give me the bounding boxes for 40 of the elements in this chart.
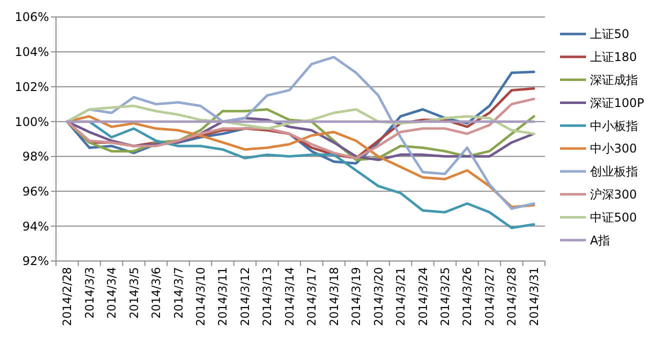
y-tick-label: 94% — [22, 219, 49, 234]
x-tick-label: 2014/3/25 — [438, 267, 452, 326]
x-tick-label: 2014/3/21 — [394, 267, 408, 326]
x-tick-label: 2014/3/11 — [216, 267, 230, 326]
y-tick-label: 106% — [14, 10, 49, 24]
legend-label: A指 — [590, 233, 610, 248]
x-tick-label: 2014/3/6 — [149, 267, 164, 319]
legend-label: 中证500 — [590, 210, 637, 224]
x-tick-label: 2014/3/26 — [460, 267, 474, 326]
y-tick-label: 98% — [22, 150, 49, 164]
x-tick-label: 2014/3/27 — [482, 267, 496, 326]
x-tick-label: 2014/2/28 — [60, 267, 74, 326]
x-tick-label: 2014/3/14 — [282, 267, 296, 326]
legend-label: 沪深300 — [590, 188, 637, 202]
y-tick-label: 92% — [22, 254, 49, 268]
x-tick-label: 2014/3/31 — [526, 267, 541, 326]
x-tick-label: 2014/3/19 — [349, 267, 364, 326]
x-tick-label: 2014/3/13 — [260, 267, 274, 326]
legend-label: 深证成指 — [590, 73, 638, 87]
x-tick-label: 2014/3/18 — [326, 267, 341, 326]
y-tick-label: 102% — [14, 80, 49, 94]
legend-label: 创业板指 — [590, 164, 638, 179]
legend-label: 中小300 — [590, 142, 637, 156]
legend-label: 上证180 — [590, 50, 637, 64]
x-tick-label: 2014/3/28 — [504, 267, 519, 326]
x-tick-label: 2014/3/24 — [416, 267, 430, 326]
x-tick-label: 2014/3/3 — [82, 267, 96, 319]
x-tick-label: 2014/3/4 — [104, 267, 119, 319]
y-tick-label: 96% — [22, 184, 49, 198]
y-tick-label: 104% — [14, 45, 49, 60]
x-tick-label: 2014/3/12 — [238, 267, 252, 326]
legend-label: 中小板指 — [590, 118, 638, 133]
y-tick-label: 100% — [14, 114, 49, 129]
x-tick-label: 2014/3/5 — [126, 267, 141, 319]
x-tick-label: 2014/3/7 — [171, 267, 186, 319]
x-tick-label: 2014/3/17 — [304, 267, 319, 326]
x-tick-label: 2014/3/20 — [371, 267, 386, 326]
legend-label: 深证100P — [590, 96, 644, 110]
x-tick-label: 2014/3/10 — [194, 267, 208, 326]
legend-label: 上证50 — [590, 27, 630, 42]
